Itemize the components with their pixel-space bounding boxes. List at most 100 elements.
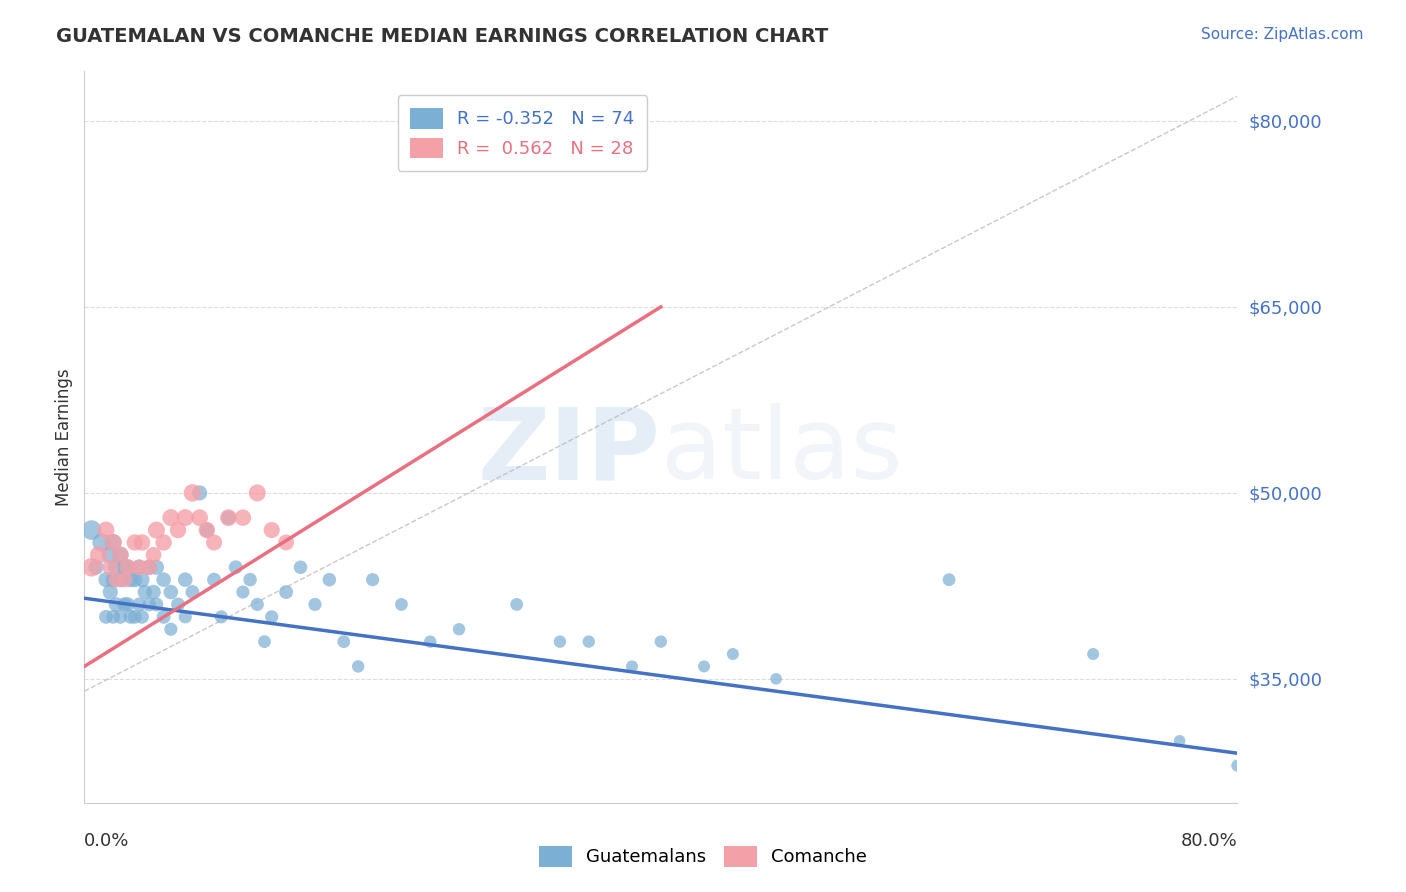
Point	[181, 486, 204, 500]
Text: GUATEMALAN VS COMANCHE MEDIAN EARNINGS CORRELATION CHART: GUATEMALAN VS COMANCHE MEDIAN EARNINGS C…	[56, 27, 828, 45]
Point	[110, 548, 132, 562]
Point	[333, 634, 356, 648]
Point	[124, 535, 146, 549]
Point	[391, 598, 413, 612]
Point	[506, 598, 529, 612]
Point	[765, 672, 787, 686]
Point	[160, 510, 183, 524]
Point	[290, 560, 312, 574]
Point	[103, 573, 124, 587]
Point	[449, 622, 471, 636]
Point	[124, 610, 146, 624]
Point	[114, 598, 136, 612]
Point	[253, 634, 276, 648]
Point	[578, 634, 600, 648]
Point	[128, 598, 150, 612]
Point	[232, 510, 254, 524]
Point	[145, 523, 167, 537]
Point	[120, 573, 142, 587]
Point	[548, 634, 571, 648]
Point	[152, 535, 174, 549]
Point	[117, 560, 139, 574]
Point	[117, 598, 139, 612]
Point	[318, 573, 340, 587]
Point	[276, 585, 298, 599]
Point	[138, 598, 160, 612]
Point	[142, 548, 165, 562]
Point	[1226, 758, 1249, 772]
Point	[134, 585, 156, 599]
Point	[239, 573, 262, 587]
Point	[304, 598, 326, 612]
Point	[160, 622, 183, 636]
Point	[167, 598, 190, 612]
Point	[138, 560, 160, 574]
Legend: Guatemalans, Comanche: Guatemalans, Comanche	[531, 838, 875, 874]
Point	[98, 548, 121, 562]
Point	[246, 486, 269, 500]
Point	[117, 560, 139, 574]
Point	[128, 560, 150, 574]
Text: 0.0%: 0.0%	[84, 832, 129, 850]
Point	[202, 573, 225, 587]
Point	[94, 610, 117, 624]
Point	[103, 535, 124, 549]
Point	[202, 535, 225, 549]
Point	[98, 585, 121, 599]
Point	[80, 523, 103, 537]
Point	[225, 560, 247, 574]
Point	[188, 510, 211, 524]
Text: ZIP: ZIP	[478, 403, 661, 500]
Point	[160, 585, 183, 599]
Point	[110, 573, 132, 587]
Point	[188, 486, 211, 500]
Point	[1168, 734, 1191, 748]
Point	[138, 560, 160, 574]
Y-axis label: Median Earnings: Median Earnings	[55, 368, 73, 506]
Point	[621, 659, 644, 673]
Point	[131, 535, 153, 549]
Point	[167, 523, 190, 537]
Point	[218, 510, 240, 524]
Point	[94, 573, 117, 587]
Point	[103, 610, 124, 624]
Point	[90, 535, 112, 549]
Point	[232, 585, 254, 599]
Point	[347, 659, 370, 673]
Point	[260, 523, 283, 537]
Point	[209, 610, 232, 624]
Point	[98, 560, 121, 574]
Point	[105, 598, 128, 612]
Point	[114, 560, 136, 574]
Text: atlas: atlas	[661, 403, 903, 500]
Point	[94, 523, 117, 537]
Point	[195, 523, 218, 537]
Point	[181, 585, 204, 599]
Point	[131, 573, 153, 587]
Point	[120, 610, 142, 624]
Point	[128, 560, 150, 574]
Point	[218, 510, 240, 524]
Point	[276, 535, 298, 549]
Point	[124, 573, 146, 587]
Point	[105, 560, 128, 574]
Point	[110, 610, 132, 624]
Point	[145, 598, 167, 612]
Point	[246, 598, 269, 612]
Point	[174, 573, 197, 587]
Point	[174, 610, 197, 624]
Point	[693, 659, 716, 673]
Point	[721, 647, 744, 661]
Point	[87, 548, 110, 562]
Point	[361, 573, 384, 587]
Point	[142, 585, 165, 599]
Point	[145, 560, 167, 574]
Point	[131, 610, 153, 624]
Point	[114, 573, 136, 587]
Legend: R = -0.352   N = 74, R =  0.562   N = 28: R = -0.352 N = 74, R = 0.562 N = 28	[398, 95, 647, 171]
Point	[105, 573, 128, 587]
Point	[174, 510, 197, 524]
Point	[80, 560, 103, 574]
Point	[419, 634, 441, 648]
Point	[110, 548, 132, 562]
